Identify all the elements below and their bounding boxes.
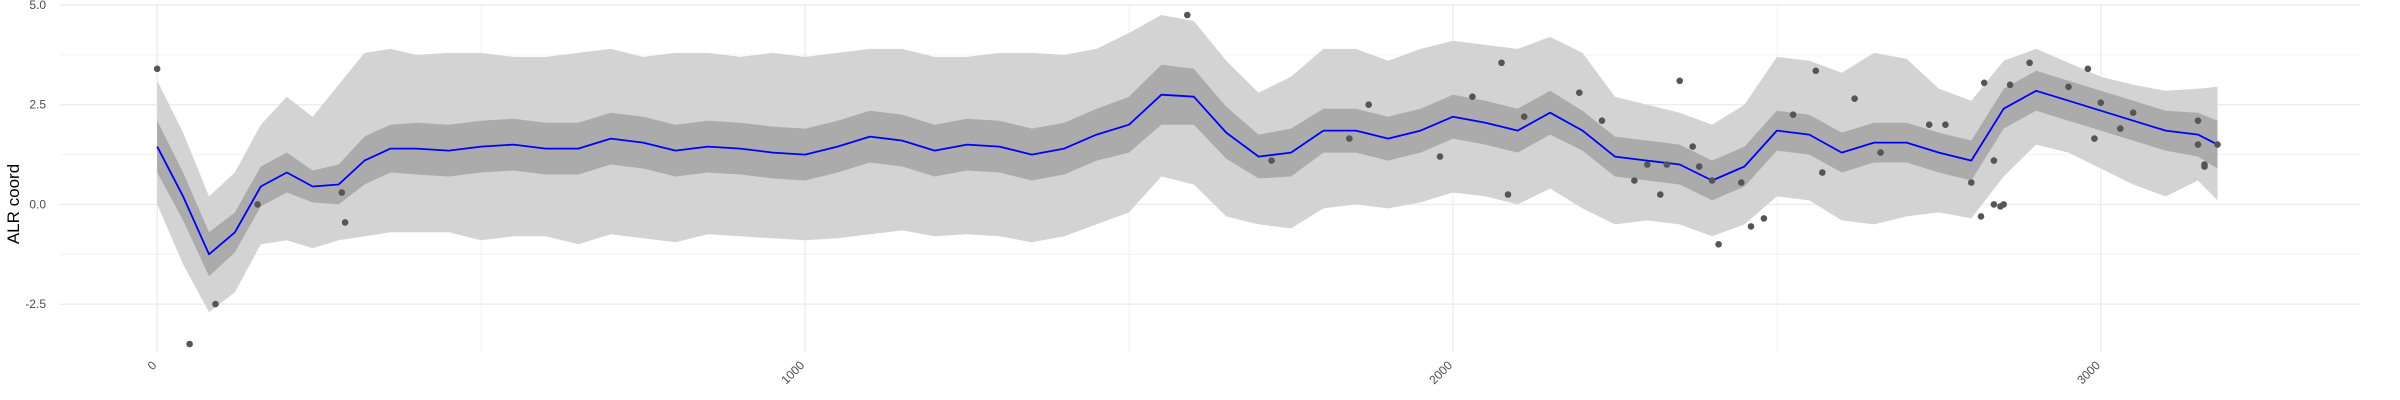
x-tick-label: 0 [145, 358, 160, 373]
data-point [2091, 135, 2098, 142]
data-point [2201, 161, 2208, 168]
data-point [1644, 161, 1651, 168]
data-point [2084, 65, 2092, 73]
data-point [1819, 169, 1826, 176]
data-point [1812, 67, 1820, 75]
data-point [1760, 215, 1768, 222]
data-point [1184, 11, 1191, 19]
data-point [1663, 161, 1671, 168]
x-tick-label: 1000 [778, 358, 807, 387]
x-tick-label: 2000 [1426, 358, 1455, 387]
data-point [2117, 125, 2124, 132]
data-point [254, 201, 261, 208]
outer-band-area [157, 15, 2218, 313]
data-point [1990, 157, 1998, 164]
data-point [1469, 93, 1476, 100]
data-point [2006, 81, 2014, 89]
outer-confidence-band [157, 15, 2218, 313]
data-point [1747, 223, 1755, 230]
data-point [1925, 121, 1933, 128]
data-point [186, 340, 193, 348]
data-point [1346, 135, 1353, 142]
data-point [2214, 141, 2221, 148]
data-point [2026, 59, 2033, 67]
data-point [1268, 157, 1275, 164]
data-point [2000, 201, 2007, 208]
data-point [1498, 59, 1505, 67]
data-point [1977, 213, 1985, 220]
data-point [338, 189, 346, 196]
y-tick-label: 5.0 [29, 0, 46, 12]
data-point [1436, 153, 1444, 160]
y-tick-label: 2.5 [29, 98, 46, 112]
x-tick-label: 3000 [2074, 358, 2103, 387]
y-axis-title: ALR coord [4, 164, 23, 244]
x-tick-labels: 0 1000 2000 3000 [145, 358, 2104, 387]
data-point [1789, 111, 1797, 118]
data-point [2097, 99, 2105, 106]
data-point [1738, 179, 1745, 186]
y-tick-label: 0.0 [29, 197, 46, 211]
data-point [1689, 143, 1696, 150]
data-point [1715, 241, 1722, 248]
trend-line [156, 89, 2218, 256]
data-point [2065, 83, 2072, 91]
data-point [1990, 201, 1998, 208]
data-point [1365, 101, 1372, 108]
data-point [1695, 163, 1703, 170]
data-point [2129, 109, 2137, 116]
data-point [1598, 117, 1606, 124]
data-point [341, 219, 349, 226]
data-point [153, 65, 161, 73]
data-point [1877, 149, 1884, 156]
data-point [1980, 79, 1988, 87]
data-point [1851, 95, 1858, 102]
data-point [1676, 77, 1683, 85]
y-tick-labels: -2.5 0.0 2.5 5.0 [25, 0, 46, 311]
data-point [2194, 141, 2202, 148]
y-tick-label: -2.5 [25, 297, 46, 311]
data-point [1576, 89, 1583, 96]
data-point [1504, 191, 1512, 198]
data-point [1631, 177, 1638, 184]
data-point [212, 300, 219, 308]
data-point [1520, 113, 1528, 120]
data-point [1708, 177, 1716, 184]
data-point [1942, 121, 1949, 128]
data-point [1657, 191, 1664, 198]
fitted-line [156, 89, 2218, 256]
data-point [1968, 179, 1975, 186]
data-points [153, 11, 2221, 348]
data-point [2194, 117, 2202, 124]
